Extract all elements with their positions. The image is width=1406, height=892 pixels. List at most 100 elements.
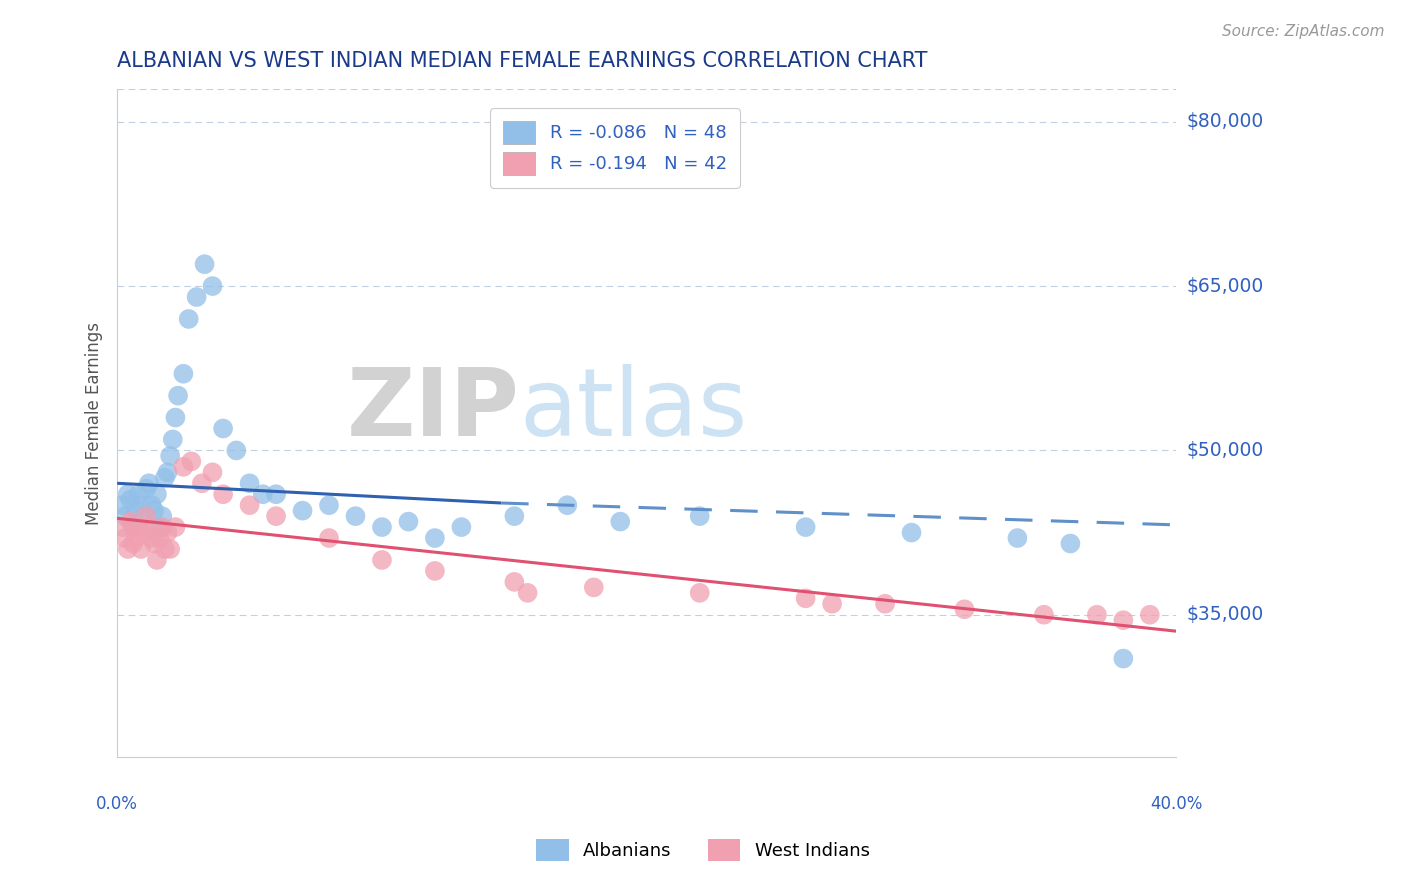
Point — [146, 553, 169, 567]
Point — [153, 471, 176, 485]
Point — [689, 586, 711, 600]
Point — [148, 531, 170, 545]
Point — [582, 580, 605, 594]
Point — [953, 602, 976, 616]
Point — [1032, 607, 1054, 622]
Point — [125, 531, 148, 545]
Point — [153, 541, 176, 556]
Point — [264, 509, 287, 524]
Point — [114, 509, 136, 524]
Point — [135, 482, 157, 496]
Point — [117, 487, 139, 501]
Point — [165, 410, 187, 425]
Text: $80,000: $80,000 — [1187, 112, 1264, 131]
Point — [239, 476, 262, 491]
Point — [225, 443, 247, 458]
Text: $35,000: $35,000 — [1187, 606, 1264, 624]
Point — [1085, 607, 1108, 622]
Point — [555, 498, 578, 512]
Point — [127, 520, 149, 534]
Point — [138, 476, 160, 491]
Point — [132, 509, 155, 524]
Point — [150, 520, 173, 534]
Point — [371, 520, 394, 534]
Point — [212, 421, 235, 435]
Point — [264, 487, 287, 501]
Point — [127, 487, 149, 501]
Point — [1059, 536, 1081, 550]
Point — [503, 574, 526, 589]
Legend: R = -0.086   N = 48, R = -0.194   N = 42: R = -0.086 N = 48, R = -0.194 N = 42 — [491, 108, 740, 187]
Point — [252, 487, 274, 501]
Point — [873, 597, 896, 611]
Point — [191, 476, 214, 491]
Point — [117, 541, 139, 556]
Point — [156, 525, 179, 540]
Text: $50,000: $50,000 — [1187, 441, 1264, 460]
Point — [138, 520, 160, 534]
Point — [125, 503, 148, 517]
Point — [450, 520, 472, 534]
Text: $65,000: $65,000 — [1187, 277, 1264, 295]
Point — [172, 459, 194, 474]
Point — [291, 503, 314, 517]
Point — [344, 509, 367, 524]
Text: atlas: atlas — [520, 364, 748, 456]
Text: Source: ZipAtlas.com: Source: ZipAtlas.com — [1222, 24, 1385, 39]
Point — [193, 257, 215, 271]
Point — [318, 531, 340, 545]
Point — [201, 466, 224, 480]
Point — [148, 520, 170, 534]
Point — [122, 520, 145, 534]
Point — [135, 509, 157, 524]
Point — [821, 597, 844, 611]
Point — [423, 564, 446, 578]
Point — [129, 498, 152, 512]
Point — [159, 541, 181, 556]
Point — [318, 498, 340, 512]
Point — [186, 290, 208, 304]
Point — [143, 536, 166, 550]
Point — [1007, 531, 1029, 545]
Point — [516, 586, 538, 600]
Point — [1112, 613, 1135, 627]
Y-axis label: Median Female Earnings: Median Female Earnings — [86, 321, 103, 524]
Point — [156, 466, 179, 480]
Text: ALBANIAN VS WEST INDIAN MEDIAN FEMALE EARNINGS CORRELATION CHART: ALBANIAN VS WEST INDIAN MEDIAN FEMALE EA… — [117, 51, 928, 70]
Legend: Albanians, West Indians: Albanians, West Indians — [527, 830, 879, 870]
Point — [398, 515, 420, 529]
Point — [132, 525, 155, 540]
Point — [609, 515, 631, 529]
Point — [120, 492, 142, 507]
Point — [165, 520, 187, 534]
Point — [503, 509, 526, 524]
Point — [794, 520, 817, 534]
Point — [122, 536, 145, 550]
Text: 0.0%: 0.0% — [96, 796, 138, 814]
Point — [146, 487, 169, 501]
Point — [212, 487, 235, 501]
Point — [167, 389, 190, 403]
Point — [111, 520, 134, 534]
Point — [177, 312, 200, 326]
Point — [371, 553, 394, 567]
Point — [143, 503, 166, 517]
Point — [1112, 651, 1135, 665]
Point — [120, 515, 142, 529]
Text: 40.0%: 40.0% — [1150, 796, 1202, 814]
Point — [689, 509, 711, 524]
Point — [111, 498, 134, 512]
Point — [1139, 607, 1161, 622]
Point — [162, 433, 184, 447]
Point — [159, 449, 181, 463]
Text: ZIP: ZIP — [347, 364, 520, 456]
Point — [150, 509, 173, 524]
Point — [141, 531, 163, 545]
Point — [201, 279, 224, 293]
Point — [423, 531, 446, 545]
Point — [794, 591, 817, 606]
Point — [900, 525, 922, 540]
Point — [239, 498, 262, 512]
Point — [114, 531, 136, 545]
Point — [129, 541, 152, 556]
